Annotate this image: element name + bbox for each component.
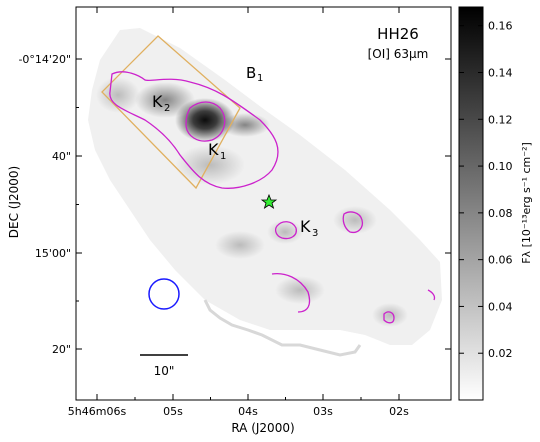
emission-k2 bbox=[135, 82, 195, 118]
y-tick-label: 15'00" bbox=[35, 247, 71, 260]
colorbar-tick-label: 0.10 bbox=[488, 160, 513, 173]
plot-frame bbox=[75, 6, 452, 401]
box-b1-label: B 1 bbox=[246, 64, 263, 84]
svg-text:K: K bbox=[152, 92, 163, 111]
svg-text:2: 2 bbox=[164, 103, 170, 114]
x-tick-label: 04s bbox=[238, 405, 258, 418]
contour-east-knot bbox=[342, 211, 364, 234]
emission-patch-1 bbox=[215, 231, 265, 259]
svg-text:K: K bbox=[208, 140, 219, 159]
emission-patch-2 bbox=[333, 206, 377, 234]
emission-east bbox=[96, 77, 140, 113]
emission-south bbox=[175, 145, 245, 185]
knot-k3-label: K 3 bbox=[300, 217, 318, 239]
knot-k1-label: K 1 bbox=[208, 140, 226, 162]
svg-text:B: B bbox=[246, 64, 256, 82]
colorbar-tick-label: 0.06 bbox=[488, 254, 513, 267]
contour-k3 bbox=[275, 221, 297, 240]
x-tick-label: 02s bbox=[389, 405, 409, 418]
object-name: HH26 bbox=[377, 25, 419, 43]
y-tick-label: -0°14'20" bbox=[18, 53, 71, 66]
emission-patch-3 bbox=[275, 276, 325, 304]
emission-k3 bbox=[267, 220, 303, 244]
x-axis-label: RA (J2000) bbox=[231, 421, 294, 435]
colorbar-tick-label: 0.14 bbox=[488, 67, 513, 80]
x-tick-label: 03s bbox=[313, 405, 333, 418]
x-tick-label: 5h46m06s bbox=[68, 405, 127, 418]
svg-text:K: K bbox=[300, 217, 311, 236]
emission-patch-4 bbox=[372, 303, 408, 327]
contour-outer bbox=[109, 71, 279, 189]
x-tick-label: 05s bbox=[163, 405, 183, 418]
colorbar-tick-label: 0.04 bbox=[488, 300, 513, 313]
knot-k2-label: K 2 bbox=[152, 92, 170, 114]
svg-text:3: 3 bbox=[312, 228, 318, 239]
scale-bar-label: 10" bbox=[154, 364, 175, 378]
contour-edge bbox=[427, 289, 436, 301]
colorbar-tick-label: 0.16 bbox=[488, 20, 513, 33]
colorbar-tick-label: 0.02 bbox=[488, 347, 513, 360]
svg-text:1: 1 bbox=[257, 73, 263, 84]
flux-map bbox=[88, 28, 442, 357]
svg-text:1: 1 bbox=[220, 151, 226, 162]
y-tick-label: 40" bbox=[52, 150, 71, 163]
colorbar-tick-label: 0.08 bbox=[488, 207, 513, 220]
contour-small bbox=[383, 311, 395, 324]
line-label: [OI] 63μm bbox=[368, 47, 429, 61]
source-star-icon bbox=[260, 193, 278, 209]
beam-circle bbox=[148, 278, 180, 310]
map-edge-lower bbox=[203, 299, 362, 357]
axis-ticks: 5h46m06s 05s 04s 03s 02s -0°14'20" 40" 15'00" 20… bbox=[18, 7, 451, 418]
colorbar-ticks: 0.02 0.04 0.06 0.08 0.10 0.12 0.14 0.16 bbox=[459, 20, 513, 360]
box-b1 bbox=[101, 35, 241, 190]
contour-inner bbox=[185, 101, 226, 142]
y-axis-label: DEC (J2000) bbox=[7, 166, 21, 238]
colorbar-label: Fλ [10⁻¹³erg s⁻¹ cm⁻²] bbox=[520, 142, 533, 264]
contour-south bbox=[271, 272, 311, 313]
y-tick-label: 20" bbox=[52, 343, 71, 356]
colorbar bbox=[458, 6, 484, 401]
colorbar-tick-label: 0.12 bbox=[488, 113, 513, 126]
emission-ridge bbox=[220, 113, 270, 137]
contours bbox=[109, 71, 436, 324]
